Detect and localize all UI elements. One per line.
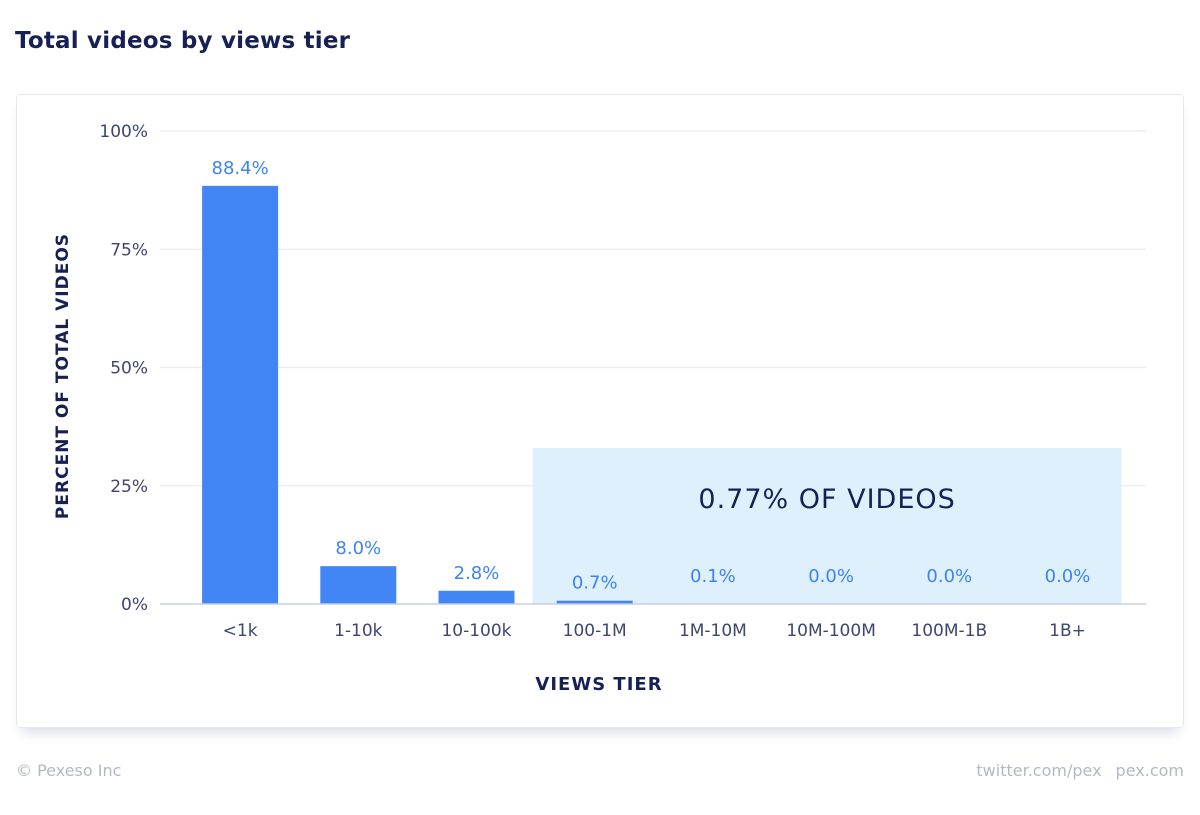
bars bbox=[202, 185, 751, 605]
x-tick-label: 100-1M bbox=[563, 621, 627, 641]
highlight-annotation: 0.77% OF VIDEOS bbox=[698, 484, 955, 515]
x-tick-label: 1B+ bbox=[1049, 621, 1086, 641]
value-label: 8.0% bbox=[335, 538, 381, 559]
bar bbox=[556, 600, 633, 604]
x-tick-label: 1-10k bbox=[334, 621, 383, 641]
value-label: 88.4% bbox=[212, 158, 269, 179]
bar bbox=[438, 590, 515, 604]
y-tick-label: 25% bbox=[110, 477, 148, 497]
bar bbox=[202, 185, 279, 605]
x-tick-label: 1M-10M bbox=[679, 621, 747, 641]
y-axis-label: PERCENT OF TOTAL VIDEOS bbox=[53, 233, 73, 519]
x-tick-label: 10M-100M bbox=[786, 621, 876, 641]
bar bbox=[320, 566, 397, 604]
y-tick-label: 100% bbox=[99, 122, 148, 142]
value-label: 0.7% bbox=[572, 573, 618, 594]
x-tick-label: 100M-1B bbox=[911, 621, 987, 641]
y-tick-label: 75% bbox=[110, 240, 148, 260]
footer-links: twitter.com/pex pex.com bbox=[976, 761, 1184, 780]
value-label: 2.8% bbox=[454, 563, 500, 584]
value-labels: 88.4% 8.0% 2.8% 0.7% 0.1% 0.0% 0.0% 0.0% bbox=[212, 158, 1091, 594]
y-tick-labels: 0% 25% 50% 75% 100% bbox=[99, 122, 148, 615]
twitter-link[interactable]: twitter.com/pex bbox=[976, 761, 1102, 780]
x-tick-labels: <1k 1-10k 10-100k 100-1M 1M-10M 10M-100M 100M-… bbox=[223, 621, 1086, 641]
y-tick-label: 50% bbox=[110, 359, 148, 379]
y-tick-label: 0% bbox=[121, 595, 148, 615]
page-title: Total videos by views tier bbox=[15, 28, 351, 54]
site-link[interactable]: pex.com bbox=[1115, 761, 1184, 780]
highlight-region bbox=[532, 447, 1122, 604]
copyright-text: © Pexeso Inc bbox=[16, 761, 122, 780]
value-label: 0.0% bbox=[926, 566, 972, 587]
value-label: 0.1% bbox=[690, 566, 736, 587]
x-tick-label: 10-100k bbox=[441, 621, 511, 641]
value-label: 0.0% bbox=[808, 566, 854, 587]
x-axis-label: VIEWS TIER bbox=[535, 674, 662, 695]
x-tick-label: <1k bbox=[223, 621, 258, 641]
grid-lines bbox=[160, 130, 1146, 487]
value-label: 0.0% bbox=[1045, 566, 1091, 587]
